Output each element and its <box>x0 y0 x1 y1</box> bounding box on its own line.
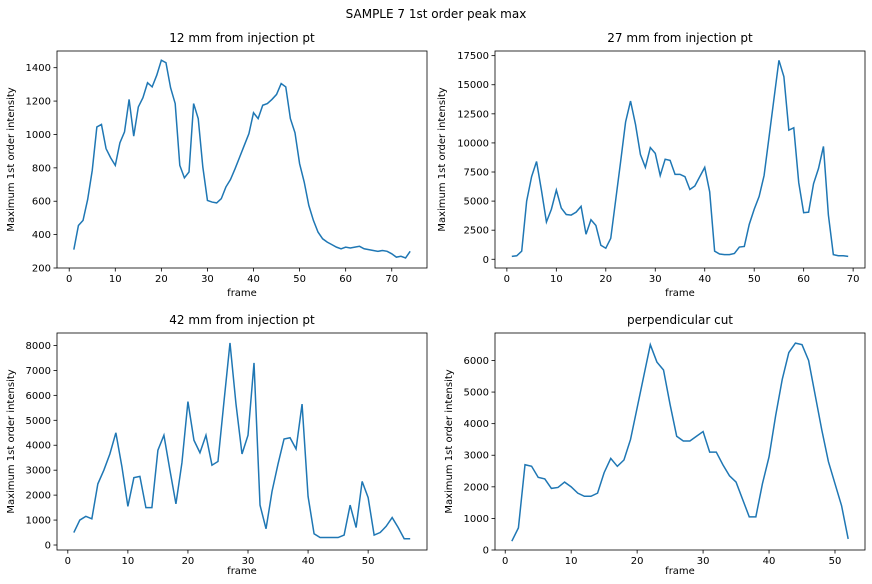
chart-12mm: 12 mm from injection pt frame Maximum 1s… <box>6 31 428 299</box>
axis-ticks: 0 10 20 30 40 50 0 1000 2000 3000 4000 5000 6000 <box>464 356 842 567</box>
series-line <box>511 342 849 542</box>
y-tick-label: 5000 <box>26 416 51 427</box>
y-tick-label: 7500 <box>464 168 489 179</box>
axis-ticks: 0 10 20 30 40 50 60 70 200 400 600 800 1000 1200 1400 <box>26 63 399 285</box>
y-tick-label: 5000 <box>464 388 489 399</box>
y-tick-label: 0 <box>45 541 51 552</box>
y-tick-label: 0 <box>483 546 489 557</box>
x-tick-label: 70 <box>385 274 398 285</box>
y-tick-label: 1200 <box>26 97 51 108</box>
x-tick-label: 20 <box>182 556 195 567</box>
y-tick-label: 1000 <box>26 130 51 141</box>
y-tick-label: 2500 <box>464 226 489 237</box>
chart-title: 12 mm from injection pt <box>169 31 315 45</box>
x-tick-label: 10 <box>122 556 135 567</box>
y-tick-label: 0 <box>483 255 489 266</box>
y-tick-label: 12500 <box>457 109 489 120</box>
y-tick-label: 4000 <box>26 441 51 452</box>
y-tick-label: 4000 <box>464 419 489 430</box>
y-tick-label: 1400 <box>26 63 51 74</box>
axis-ticks: 0 10 20 30 40 50 60 70 0 2500 5000 7500 10000 12500 15… <box>457 51 859 285</box>
x-tick-label: 0 <box>66 274 72 285</box>
y-tick-label: 1000 <box>464 514 489 525</box>
x-tick-label: 60 <box>339 274 352 285</box>
y-tick-label: 6000 <box>464 356 489 367</box>
x-axis-label: frame <box>665 288 695 299</box>
y-axis-label: Maximum 1st order intensity <box>6 369 17 513</box>
y-axis-label: Maximum 1st order intensity <box>6 87 17 231</box>
y-tick-label: 400 <box>32 230 51 241</box>
plot-area <box>494 332 866 551</box>
y-tick-label: 3000 <box>464 451 489 462</box>
y-tick-label: 600 <box>32 197 51 208</box>
x-axis-label: frame <box>227 566 257 577</box>
series-line <box>73 59 411 259</box>
axis-ticks: 0 10 20 30 40 50 0 1000 2000 3000 4000 5000 6000 7000… <box>26 341 375 567</box>
y-tick-label: 17500 <box>457 51 489 62</box>
x-axis-label: frame <box>227 288 257 299</box>
y-axis-label: Maximum 1st order intensity <box>444 369 455 513</box>
x-tick-label: 40 <box>302 556 315 567</box>
y-tick-label: 3000 <box>26 466 51 477</box>
x-tick-label: 30 <box>201 274 214 285</box>
plot-area <box>494 50 866 269</box>
figure-suptitle: SAMPLE 7 1st order peak max <box>346 7 527 21</box>
y-axis-label: Maximum 1st order intensity <box>437 87 448 231</box>
y-tick-label: 1000 <box>26 516 51 527</box>
x-tick-label: 50 <box>748 274 761 285</box>
x-tick-label: 30 <box>242 556 255 567</box>
x-axis-label: frame <box>665 566 695 577</box>
y-tick-label: 6000 <box>26 391 51 402</box>
y-tick-label: 2000 <box>26 491 51 502</box>
y-tick-label: 15000 <box>457 80 489 91</box>
x-tick-label: 20 <box>599 274 612 285</box>
x-tick-label: 20 <box>631 556 644 567</box>
series-line <box>73 342 411 540</box>
y-tick-label: 10000 <box>457 138 489 149</box>
plot-area <box>56 332 428 551</box>
x-tick-label: 0 <box>504 274 510 285</box>
y-tick-label: 200 <box>32 264 51 275</box>
x-tick-label: 10 <box>550 274 563 285</box>
x-tick-label: 0 <box>502 556 508 567</box>
x-tick-label: 0 <box>65 556 71 567</box>
x-tick-label: 50 <box>362 556 375 567</box>
x-tick-label: 30 <box>649 274 662 285</box>
x-tick-label: 10 <box>565 556 578 567</box>
x-tick-label: 50 <box>829 556 842 567</box>
y-tick-label: 8000 <box>26 341 51 352</box>
chart-perpendicular-cut: perpendicular cut frame Maximum 1st orde… <box>444 313 866 577</box>
y-tick-label: 7000 <box>26 366 51 377</box>
x-tick-label: 70 <box>847 274 860 285</box>
x-tick-label: 40 <box>763 556 776 567</box>
series-line <box>511 60 849 258</box>
chart-42mm: 42 mm from injection pt frame Maximum 1s… <box>6 313 428 577</box>
x-tick-label: 50 <box>293 274 306 285</box>
x-tick-label: 60 <box>797 274 810 285</box>
chart-title: 27 mm from injection pt <box>607 31 753 45</box>
x-tick-label: 40 <box>698 274 711 285</box>
chart-title: perpendicular cut <box>627 313 733 327</box>
x-tick-label: 30 <box>697 556 710 567</box>
chart-title: 42 mm from injection pt <box>169 313 315 327</box>
chart-27mm: 27 mm from injection pt frame Maximum 1s… <box>437 31 866 299</box>
y-tick-label: 5000 <box>464 197 489 208</box>
y-tick-label: 2000 <box>464 482 489 493</box>
x-tick-label: 10 <box>109 274 122 285</box>
plot-area <box>56 50 428 269</box>
x-tick-label: 40 <box>247 274 260 285</box>
y-tick-label: 800 <box>32 163 51 174</box>
x-tick-label: 20 <box>155 274 168 285</box>
